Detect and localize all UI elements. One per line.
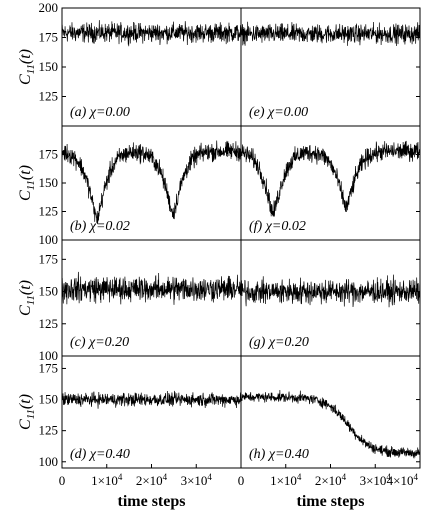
x-tick-label-0-1: 1×104 xyxy=(91,472,123,488)
x-tick-label-0-3: 3×104 xyxy=(181,472,213,488)
series-line-a xyxy=(61,20,242,47)
x-tick-label-1-3: 3×104 xyxy=(360,472,392,488)
x-axis-title-1: time steps xyxy=(297,493,365,510)
series-line-d xyxy=(61,390,242,409)
panel-d: 175 150 125 100 (d) χ=0.40 xyxy=(39,355,242,469)
series-line-h xyxy=(240,389,421,459)
y-tick-label-a-3: 125 xyxy=(39,89,59,104)
y-tick-label-b-0: 175 xyxy=(39,147,59,162)
panel-e: (e) χ=0.00 xyxy=(240,7,421,127)
y-tick-label-c-1: 150 xyxy=(39,284,59,299)
y-axis-labels: C11(t) C11(t) C11(t) C11(t) xyxy=(17,49,37,430)
y-tick-label-c-0: 175 xyxy=(39,251,59,266)
y-axis-label-row-2: C11(t) xyxy=(17,280,37,316)
y-tick-label-d-2: 125 xyxy=(39,423,59,438)
panel-label-b: (b) χ=0.02 xyxy=(70,219,130,234)
panel-label-f: (f) χ=0.02 xyxy=(249,219,306,234)
panel-label-c: (c) χ=0.20 xyxy=(70,335,129,350)
x-tick-label-last: 4×104 xyxy=(387,472,419,488)
y-tick-label-a-1: 175 xyxy=(39,30,59,45)
y-tick-label-d-1: 150 xyxy=(39,392,59,407)
panel-h: (h) χ=0.40 xyxy=(240,355,421,469)
panel-c: 175 150 125 100 (c) χ=0.20 xyxy=(39,239,242,363)
panel-b: 175 150 125 100 (b) χ=0.02 xyxy=(39,125,242,247)
panel-label-d: (d) χ=0.40 xyxy=(70,447,130,462)
panel-a: 200 175 150 125 (a) χ=0.00 xyxy=(39,0,242,127)
series-line-e xyxy=(240,21,421,47)
x-tick-label-1-1: 1×104 xyxy=(270,472,302,488)
y-axis-label-row-1: C11(t) xyxy=(17,165,37,201)
y-tick-label-b-2: 125 xyxy=(39,204,59,219)
x-tick-label-0-2: 2×104 xyxy=(136,472,168,488)
x-axis-title-0: time steps xyxy=(118,493,186,510)
y-tick-label-b-1: 150 xyxy=(39,175,59,190)
panel-label-e: (e) χ=0.00 xyxy=(249,105,308,120)
y-axis-label-row-0: C11(t) xyxy=(17,49,37,85)
panel-label-a: (a) χ=0.00 xyxy=(70,105,130,120)
panels-layer: 200 175 150 125 (a) χ=0.00 (e) χ=0.00 175 150 12… xyxy=(39,0,421,469)
y-tick-label-d-3: 100 xyxy=(39,454,59,469)
y-axis-label-row-3: C11(t) xyxy=(17,394,37,430)
series-line-b xyxy=(61,140,242,225)
series-line-f xyxy=(240,140,421,217)
x-tick-label-0-0: 0 xyxy=(59,473,66,488)
series-line-c xyxy=(61,271,242,305)
panel-f: (f) χ=0.02 xyxy=(240,125,421,241)
y-tick-label-c-3: 100 xyxy=(39,348,59,363)
x-tick-label-1-0: 0 xyxy=(238,473,245,488)
x-axis: 0 1×104 2×104 3×104 0 1×104 2×104 3×1044×104tim… xyxy=(59,464,421,510)
panel-label-g: (g) χ=0.20 xyxy=(249,335,309,350)
y-tick-label-a-2: 150 xyxy=(39,59,59,74)
y-tick-label-a-0: 200 xyxy=(39,0,59,15)
x-tick-label-1-2: 2×104 xyxy=(315,472,347,488)
panel-g: (g) χ=0.20 xyxy=(240,239,421,357)
y-tick-label-c-2: 125 xyxy=(39,316,59,331)
panel-label-h: (h) χ=0.40 xyxy=(249,447,309,462)
y-tick-label-d-0: 175 xyxy=(39,360,59,375)
series-line-g xyxy=(240,274,421,308)
y-tick-label-b-3: 100 xyxy=(39,232,59,247)
